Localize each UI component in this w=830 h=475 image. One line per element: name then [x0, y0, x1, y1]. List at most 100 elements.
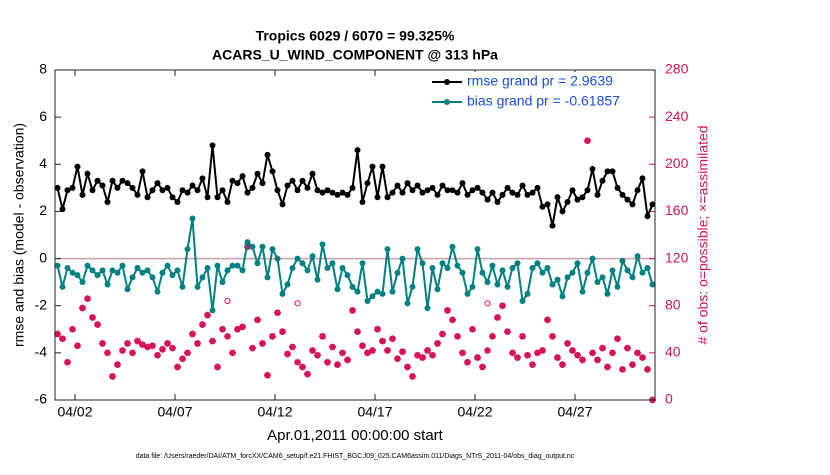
point	[234, 180, 241, 187]
obs-assimilated	[384, 347, 391, 354]
y-tick-label: -4	[35, 344, 48, 360]
point	[79, 279, 86, 286]
obs-assimilated	[339, 349, 346, 357]
obs-assimilated	[74, 342, 81, 350]
point	[379, 163, 386, 170]
point	[89, 187, 96, 194]
point	[124, 180, 131, 187]
point	[469, 187, 476, 194]
point	[159, 187, 166, 194]
obs-assimilated	[334, 361, 341, 369]
point	[554, 194, 561, 201]
point	[259, 180, 266, 187]
obs-assimilated	[619, 365, 626, 373]
obs-assimilated	[554, 354, 561, 361]
point	[134, 265, 141, 271]
legend-marker	[444, 99, 450, 105]
point	[464, 191, 471, 198]
point	[109, 177, 116, 184]
obs-assimilated	[454, 332, 461, 340]
point	[289, 177, 296, 184]
point	[229, 262, 236, 269]
point	[129, 274, 136, 281]
point	[524, 290, 531, 297]
point	[499, 191, 506, 198]
y2-tick-label: 160	[665, 202, 689, 218]
point	[284, 281, 291, 288]
point	[549, 281, 556, 288]
point	[69, 269, 76, 276]
point	[639, 175, 646, 182]
point	[619, 257, 626, 264]
legend-box	[428, 72, 649, 114]
point	[439, 182, 446, 189]
obs-assimilated	[474, 354, 481, 361]
point	[254, 170, 261, 177]
point	[549, 222, 556, 229]
point	[264, 274, 271, 281]
obs-assimilated	[139, 341, 146, 349]
obs-assimilated	[579, 356, 586, 364]
point	[164, 184, 171, 191]
point	[564, 199, 571, 205]
obs-assimilated	[234, 325, 241, 333]
point	[529, 189, 536, 196]
point	[619, 191, 626, 198]
point	[94, 272, 101, 279]
point	[424, 305, 431, 312]
obs-assimilated	[159, 345, 166, 353]
obs-assimilated	[379, 337, 386, 345]
point	[214, 262, 221, 269]
point	[344, 191, 351, 198]
point	[494, 281, 501, 288]
point	[629, 274, 636, 281]
obs-assimilated	[534, 349, 541, 357]
obs-assimilated	[479, 363, 486, 371]
obs-assimilated	[449, 316, 456, 324]
point	[144, 194, 151, 201]
point	[579, 288, 586, 295]
point	[134, 191, 141, 198]
obs-assimilated	[289, 343, 296, 351]
obs-assimilated	[259, 340, 266, 347]
x-tick-label: 04/12	[257, 404, 292, 420]
obs-assimilated	[614, 335, 621, 343]
legend-label[interactable]: rmse grand pr = 2.9639	[467, 73, 613, 89]
point	[509, 189, 516, 196]
point	[129, 184, 136, 191]
y-tick-label: 0	[39, 249, 47, 265]
point	[434, 191, 441, 198]
point	[219, 187, 226, 194]
obs-assimilated	[574, 351, 581, 359]
point	[204, 265, 211, 271]
obs-assimilated	[279, 328, 286, 336]
point	[74, 163, 81, 170]
y-tick-label: -2	[35, 296, 48, 312]
point	[459, 180, 466, 187]
point	[359, 199, 366, 205]
obs-assimilated	[484, 347, 491, 354]
obs-assimilated	[519, 332, 526, 340]
point	[384, 246, 391, 253]
point	[364, 298, 371, 304]
obs-assimilated	[549, 332, 556, 340]
point	[474, 246, 481, 253]
obs-assimilated	[464, 358, 471, 366]
legend-label[interactable]: bias grand pr = -0.61857	[467, 93, 620, 109]
point	[474, 184, 481, 191]
point	[404, 300, 411, 307]
point	[394, 182, 401, 189]
x-tick-label: 04/17	[357, 404, 392, 420]
point	[149, 274, 156, 281]
obs-assimilated	[154, 351, 161, 359]
obs-assimilated	[359, 342, 366, 350]
y-tick-label: 6	[39, 108, 47, 124]
point	[189, 182, 196, 189]
point	[409, 187, 416, 194]
obs-assimilated	[94, 321, 101, 328]
point	[414, 246, 421, 253]
point	[524, 191, 531, 198]
obs-assimilated	[409, 373, 416, 380]
point	[54, 184, 61, 191]
obs-assimilated	[149, 342, 156, 350]
